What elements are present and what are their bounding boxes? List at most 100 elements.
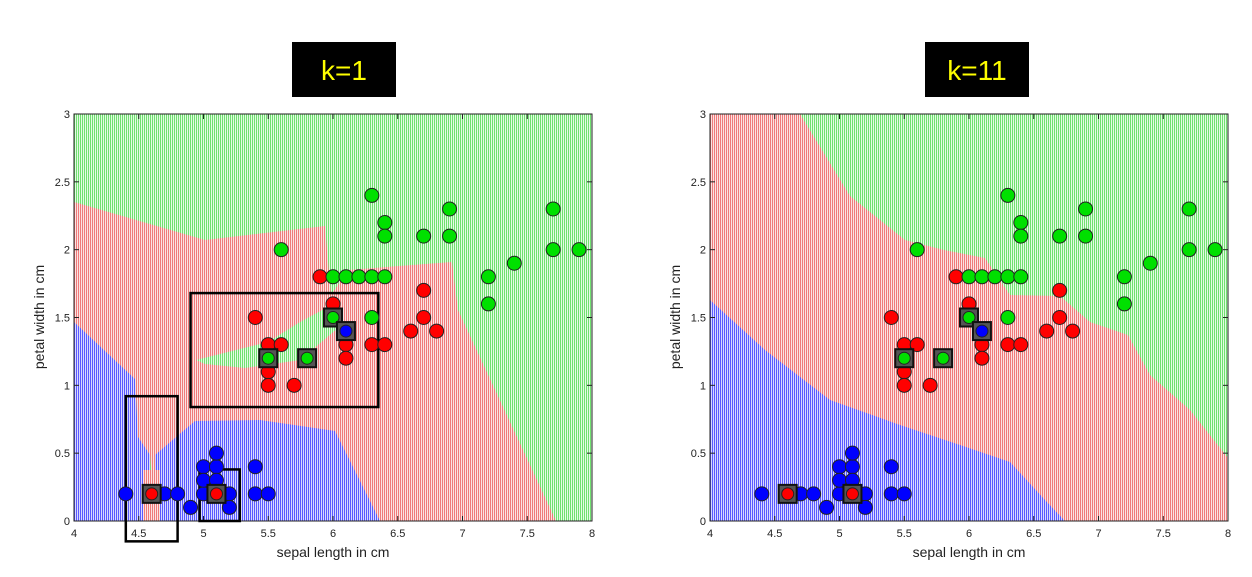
data-point-versicolor [416,282,432,298]
y-tick-labels: 0 0.5 1 1.5 2 2.5 3 [55,109,70,528]
data-point-virginica [1116,269,1132,285]
y-axis-label: petal width in cm [667,265,683,369]
y-tick-label: 2 [700,245,706,257]
data-point-virginica [545,242,561,258]
chart-title: k=1 [321,55,367,86]
region-setosa [710,300,1065,521]
y-tick-label: 0.5 [691,448,706,460]
y-tick-label: 2 [64,245,70,257]
data-point-setosa [819,499,835,515]
axis-ticks [709,113,1229,522]
data-point-versicolor [364,337,380,353]
data-points [118,187,587,515]
data-point-virginica [351,269,367,285]
region-setosa [74,322,150,521]
x-tick-label: 6 [966,528,972,540]
data-point-versicolor [273,337,289,353]
y-tick-label: 0.5 [55,448,70,460]
x-axis-label: sepal length in cm [913,544,1026,560]
data-point-virginica [416,228,432,244]
data-point-versicolor [883,310,899,325]
data-point-setosa [247,459,263,475]
x-tick-label: 6.5 [1026,528,1041,540]
test-point-virginica [962,311,976,324]
chart-title: k=11 [947,55,1006,86]
title-box: k=1 [292,42,396,97]
data-point-virginica [338,269,354,285]
y-tick-label: 0 [64,516,70,528]
data-point-versicolor [1000,337,1016,353]
panel-k1: k=1 4 4.5 5 5.5 6 6.5 7 7.5 8 0 0.5 1 1.5 2 2.5 3 sepa… [31,42,595,560]
data-point-virginica [1116,296,1132,312]
data-point-virginica [974,269,990,285]
data-point-setosa [208,459,224,475]
y-tick-label: 0 [700,516,706,528]
data-point-virginica [1207,242,1223,258]
data-point-setosa [844,445,860,461]
y-tick-label: 2.5 [691,177,706,189]
data-point-versicolor [416,310,432,325]
data-point-setosa [754,486,770,502]
x-tick-label: 7 [459,528,465,540]
x-tick-label: 6 [330,528,336,540]
data-point-virginica [377,269,393,285]
data-point-versicolor [312,269,328,285]
data-point-virginica [1142,255,1158,271]
x-tick-label: 7 [1095,528,1101,540]
data-point-setosa [183,499,199,515]
test-point-setosa [339,324,353,338]
data-point-versicolor [1052,310,1068,325]
data-point-virginica [987,269,1003,285]
data-point-virginica [1181,242,1197,258]
test-point-virginica [300,351,314,365]
x-tick-label: 8 [1225,528,1231,540]
data-point-virginica [480,296,496,312]
data-point-virginica [1013,269,1029,285]
data-point-versicolor [1039,323,1055,339]
data-point-virginica [364,187,380,203]
data-point-virginica [377,215,393,231]
data-point-setosa [806,486,822,502]
data-point-setosa [170,486,186,502]
data-point-versicolor [247,310,263,325]
data-point-versicolor [1013,337,1029,353]
data-point-setosa [857,499,873,515]
data-point-setosa [196,459,211,475]
y-axis-label: petal width in cm [31,265,47,369]
data-point-setosa [883,459,899,475]
test-point-virginica [897,351,911,365]
x-tick-label: 8 [589,528,595,540]
x-axis-label: sepal length in cm [277,544,390,560]
data-point-virginica [273,242,289,258]
data-point-virginica [442,228,458,244]
y-tick-labels: 0 0.5 1 1.5 2 2.5 3 [691,109,706,528]
data-point-versicolor [948,269,964,285]
x-tick-label: 4 [707,528,713,540]
data-point-virginica [325,269,341,285]
data-point-setosa [260,486,276,502]
test-points [141,307,356,504]
data-point-virginica [364,269,380,285]
data-point-virginica [1181,201,1197,217]
data-point-versicolor [286,377,302,393]
highlight-box [189,291,380,409]
data-point-virginica [1000,269,1016,285]
x-tick-labels: 4 4.5 5 5.5 6 6.5 7 7.5 8 [707,528,1231,540]
data-point-setosa [118,486,134,502]
data-point-virginica [571,242,587,258]
data-point-versicolor [1065,323,1081,339]
x-tick-label: 5.5 [897,528,912,540]
data-point-versicolor [338,350,354,366]
plot-area: 4 4.5 5 5.5 6 6.5 7 7.5 8 0 0.5 1 1.5 2 2.5 3 [55,109,595,543]
x-tick-label: 7.5 [520,528,535,540]
data-point-setosa [221,499,237,515]
highlight-box [124,394,179,543]
data-point-virginica [364,310,380,325]
data-point-virginica [1013,228,1029,244]
x-tick-label: 6.5 [390,528,405,540]
test-point-versicolor [781,487,795,501]
x-tick-label: 4.5 [767,528,782,540]
data-point-virginica [961,269,977,285]
test-point-setosa [975,324,989,338]
